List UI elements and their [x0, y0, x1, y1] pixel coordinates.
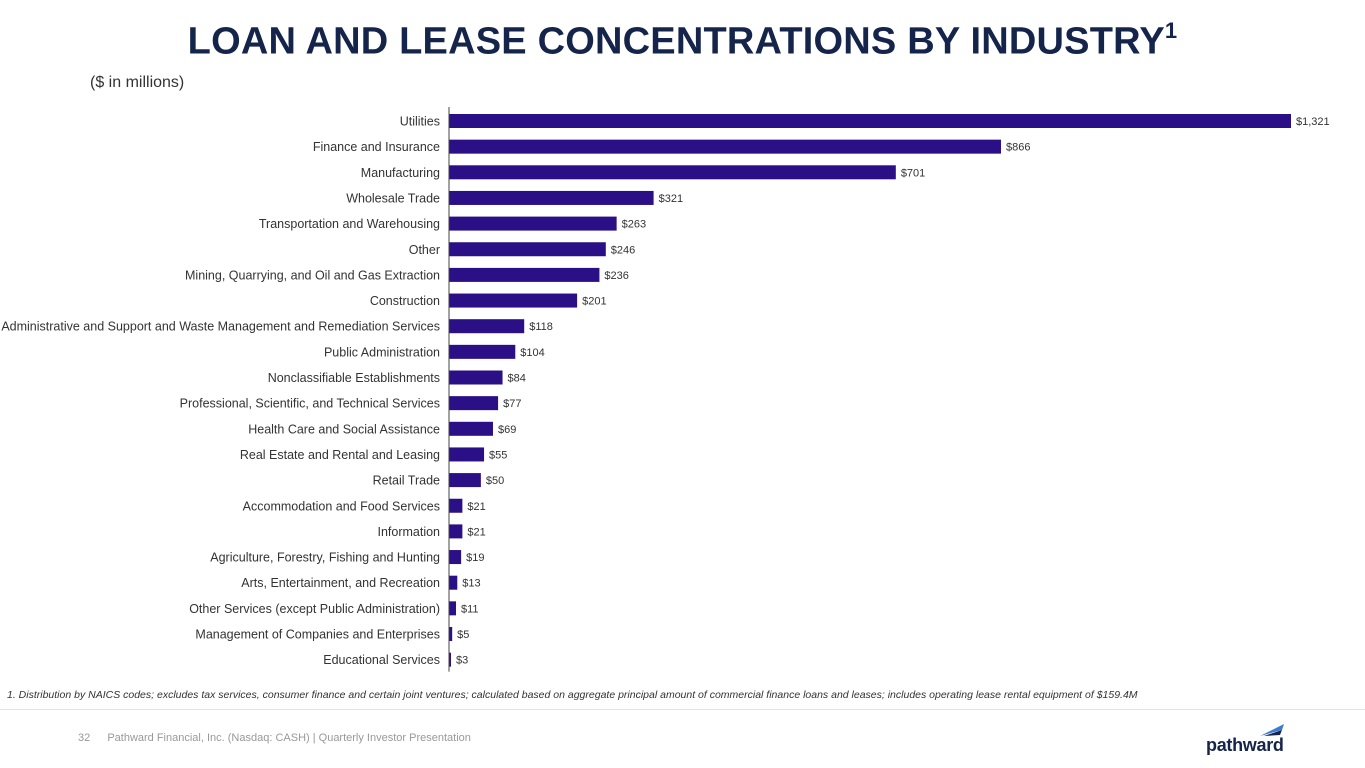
value-label: $104	[520, 347, 544, 359]
value-label: $84	[508, 373, 526, 385]
category-label: Agriculture, Forestry, Fishing and Hunti…	[210, 551, 440, 565]
bar	[449, 524, 463, 539]
value-label: $1,321	[1296, 116, 1330, 128]
category-label: Educational Services	[323, 653, 440, 667]
value-label: $701	[901, 167, 925, 179]
value-label: $19	[466, 552, 484, 564]
logo-mark-icon	[1260, 724, 1284, 736]
page-number: 32	[78, 732, 91, 744]
bar	[449, 396, 499, 411]
bar	[449, 447, 485, 462]
bar	[449, 267, 600, 282]
bars-layer: Utilities $1,321 Finance and Insurance $866…	[1, 107, 1330, 672]
logo-text: pathward	[1206, 735, 1284, 755]
value-label: $13	[462, 578, 480, 590]
footnote: 1. Distribution by NAICS codes; excludes…	[7, 689, 1138, 701]
category-label: Professional, Scientific, and Technical …	[180, 397, 440, 411]
bar	[449, 293, 578, 308]
category-label: Other Services (except Public Administra…	[189, 602, 440, 616]
bar	[449, 114, 1291, 128]
value-label: $55	[489, 449, 507, 461]
category-label: Manufacturing	[361, 166, 440, 180]
bar	[449, 344, 516, 359]
bar	[449, 216, 617, 231]
category-label: Health Care and Social Assistance	[248, 422, 440, 436]
bar	[449, 601, 457, 616]
bar	[449, 575, 458, 590]
category-label: Information	[377, 525, 440, 539]
category-label: Construction	[370, 294, 440, 308]
category-label: Administrative and Support and Waste Man…	[1, 320, 440, 334]
category-label: Management of Companies and Enterprises	[195, 628, 440, 642]
title-superscript: 1	[1164, 18, 1178, 43]
value-label: $77	[503, 398, 521, 410]
value-label: $69	[498, 424, 516, 436]
category-label: Mining, Quarrying, and Oil and Gas Extra…	[185, 268, 440, 282]
category-label: Real Estate and Rental and Leasing	[240, 448, 440, 462]
page-title: LOAN AND LEASE CONCENTRATIONS BY INDUSTR…	[0, 18, 1365, 64]
bar	[449, 421, 493, 436]
title-text: LOAN AND LEASE CONCENTRATIONS BY INDUSTR…	[187, 20, 1165, 63]
bar	[449, 652, 451, 667]
bar	[449, 498, 463, 513]
value-label: $246	[611, 244, 635, 256]
value-label: $866	[1006, 142, 1030, 154]
value-label: $21	[467, 501, 485, 513]
value-label: $236	[604, 270, 628, 282]
value-label: $21	[467, 526, 485, 538]
bar	[449, 242, 606, 257]
value-label: $5	[457, 629, 469, 641]
bar	[449, 370, 503, 385]
category-label: Accommodation and Food Services	[243, 499, 440, 513]
category-label: Finance and Insurance	[313, 140, 440, 154]
industry-bar-chart: Utilities $1,321 Finance and Insurance $866…	[1, 107, 1330, 672]
value-label: $118	[529, 321, 553, 333]
bar	[449, 473, 481, 488]
footer-text: Pathward Financial, Inc. (Nasdaq: CASH) …	[107, 732, 471, 744]
footer: 32 Pathward Financial, Inc. (Nasdaq: CAS…	[78, 732, 471, 744]
category-label: Other	[409, 243, 440, 257]
category-label: Arts, Entertainment, and Recreation	[241, 576, 440, 590]
category-label: Retail Trade	[373, 474, 440, 488]
category-label: Utilities	[400, 115, 440, 129]
value-label: $3	[456, 655, 468, 667]
footer-divider	[0, 709, 1365, 710]
category-label: Public Administration	[324, 345, 440, 359]
value-label: $11	[461, 603, 479, 615]
category-label: Transportation and Warehousing	[259, 217, 440, 231]
chart-units-label: ($ in millions)	[90, 74, 185, 91]
category-label: Wholesale Trade	[346, 191, 440, 205]
value-label: $201	[582, 296, 606, 308]
value-label: $321	[659, 193, 683, 205]
value-label: $263	[622, 219, 646, 231]
value-label: $50	[486, 475, 504, 487]
pathward-logo: pathward	[1206, 722, 1296, 756]
bar	[449, 139, 1001, 154]
bar	[449, 165, 896, 180]
category-label: Nonclassifiable Establishments	[268, 371, 440, 385]
bar	[449, 190, 654, 205]
bar	[449, 319, 525, 334]
bar	[449, 627, 453, 641]
bar	[449, 550, 462, 565]
